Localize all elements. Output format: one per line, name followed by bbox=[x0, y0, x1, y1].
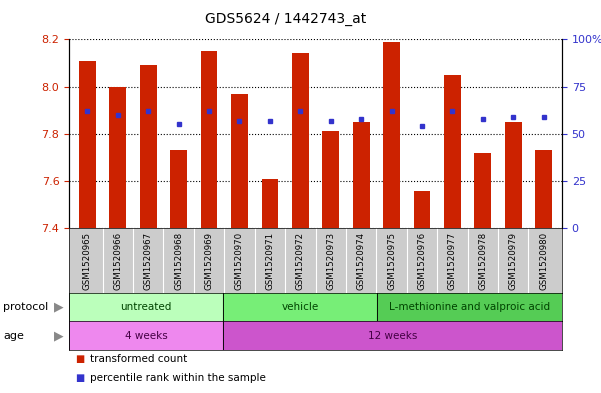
Bar bbox=[69, 321, 223, 350]
Text: GSM1520970: GSM1520970 bbox=[235, 231, 244, 290]
Text: transformed count: transformed count bbox=[90, 354, 188, 364]
Text: untreated: untreated bbox=[120, 302, 172, 312]
Bar bbox=[505, 122, 522, 228]
Text: GSM1520972: GSM1520972 bbox=[296, 231, 305, 290]
Text: GSM1520967: GSM1520967 bbox=[144, 231, 153, 290]
Text: ■: ■ bbox=[75, 354, 84, 364]
Bar bbox=[223, 321, 562, 350]
Bar bbox=[292, 53, 309, 228]
Text: GSM1520965: GSM1520965 bbox=[83, 231, 92, 290]
Bar bbox=[474, 153, 491, 228]
Text: GSM1520969: GSM1520969 bbox=[204, 231, 213, 290]
Text: L-methionine and valproic acid: L-methionine and valproic acid bbox=[389, 302, 550, 312]
Text: GSM1520966: GSM1520966 bbox=[114, 231, 122, 290]
Text: GSM1520980: GSM1520980 bbox=[539, 231, 548, 290]
Bar bbox=[383, 42, 400, 228]
Text: GSM1520979: GSM1520979 bbox=[509, 231, 517, 290]
Text: GDS5624 / 1442743_at: GDS5624 / 1442743_at bbox=[205, 12, 366, 26]
Bar bbox=[223, 293, 377, 321]
Bar bbox=[109, 86, 126, 228]
Text: GSM1520968: GSM1520968 bbox=[174, 231, 183, 290]
Text: 4 weeks: 4 weeks bbox=[125, 331, 168, 341]
Bar bbox=[535, 151, 552, 228]
Bar bbox=[231, 94, 248, 228]
Bar bbox=[140, 65, 157, 228]
Text: age: age bbox=[3, 331, 24, 341]
Text: ▶: ▶ bbox=[53, 301, 63, 314]
Bar bbox=[444, 75, 461, 228]
Bar bbox=[261, 179, 278, 228]
Bar bbox=[79, 61, 96, 228]
Text: GSM1520976: GSM1520976 bbox=[418, 231, 427, 290]
Bar bbox=[170, 151, 187, 228]
Text: ▶: ▶ bbox=[53, 329, 63, 342]
Text: vehicle: vehicle bbox=[281, 302, 319, 312]
Text: 12 weeks: 12 weeks bbox=[368, 331, 417, 341]
Bar bbox=[353, 122, 370, 228]
Text: protocol: protocol bbox=[3, 302, 48, 312]
Text: GSM1520973: GSM1520973 bbox=[326, 231, 335, 290]
Bar bbox=[69, 293, 223, 321]
Bar bbox=[322, 131, 339, 228]
Text: ■: ■ bbox=[75, 373, 84, 383]
Text: GSM1520977: GSM1520977 bbox=[448, 231, 457, 290]
Bar bbox=[377, 293, 562, 321]
Bar bbox=[201, 51, 218, 228]
Text: GSM1520971: GSM1520971 bbox=[266, 231, 275, 290]
Text: GSM1520978: GSM1520978 bbox=[478, 231, 487, 290]
Text: percentile rank within the sample: percentile rank within the sample bbox=[90, 373, 266, 383]
Text: GSM1520975: GSM1520975 bbox=[387, 231, 396, 290]
Text: GSM1520974: GSM1520974 bbox=[356, 231, 365, 290]
Bar bbox=[413, 191, 430, 228]
